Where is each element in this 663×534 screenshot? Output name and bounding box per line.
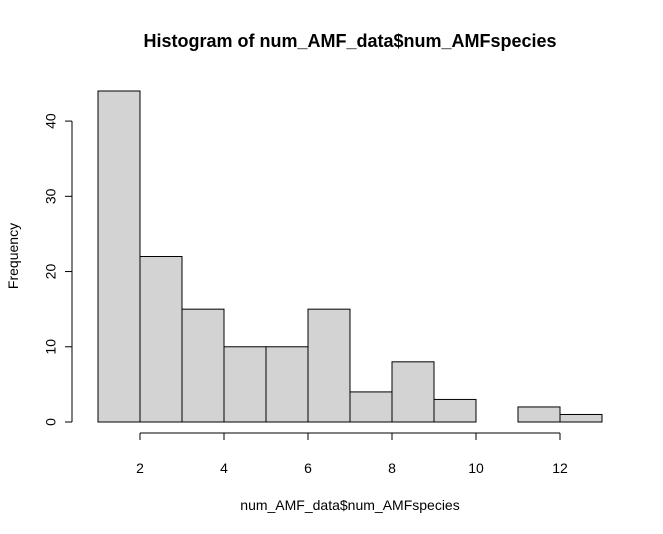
chart-title: Histogram of num_AMF_data$num_AMFspecies xyxy=(143,31,556,51)
x-tick-label-6: 12 xyxy=(552,460,568,476)
histogram-bar-6 xyxy=(307,308,351,423)
x-tick-label-4: 8 xyxy=(388,460,396,476)
histogram-bar-1 xyxy=(97,90,141,423)
x-tick-label-3: 6 xyxy=(304,460,312,476)
histogram-bar-7 xyxy=(349,391,393,423)
histogram-bar-3 xyxy=(181,308,225,423)
x-tick-label-5: 10 xyxy=(468,460,484,476)
y-axis-label: Frequency xyxy=(5,223,21,289)
x-axis: 2 4 6 8 10 12 xyxy=(136,432,568,476)
y-tick-label-3: 20 xyxy=(43,264,59,280)
y-tick-label-1: 0 xyxy=(43,418,59,426)
histogram-bar-2 xyxy=(139,256,183,423)
x-axis-label: num_AMF_data$num_AMFspecies xyxy=(240,497,459,513)
histogram-bar-12 xyxy=(559,413,603,423)
y-axis: 0 10 20 30 40 xyxy=(43,113,73,426)
histogram-bar-5 xyxy=(265,346,309,423)
histogram-bar-4 xyxy=(223,346,267,423)
bars-layer xyxy=(97,90,603,423)
histogram-bar-9 xyxy=(433,398,477,423)
y-tick-label-5: 40 xyxy=(43,113,59,129)
y-tick-label-2: 10 xyxy=(43,339,59,355)
histogram-bar-11 xyxy=(517,406,561,423)
histogram-bar-8 xyxy=(391,361,435,423)
x-tick-label-1: 2 xyxy=(136,460,144,476)
y-tick-label-4: 30 xyxy=(43,188,59,204)
x-tick-label-2: 4 xyxy=(220,460,228,476)
